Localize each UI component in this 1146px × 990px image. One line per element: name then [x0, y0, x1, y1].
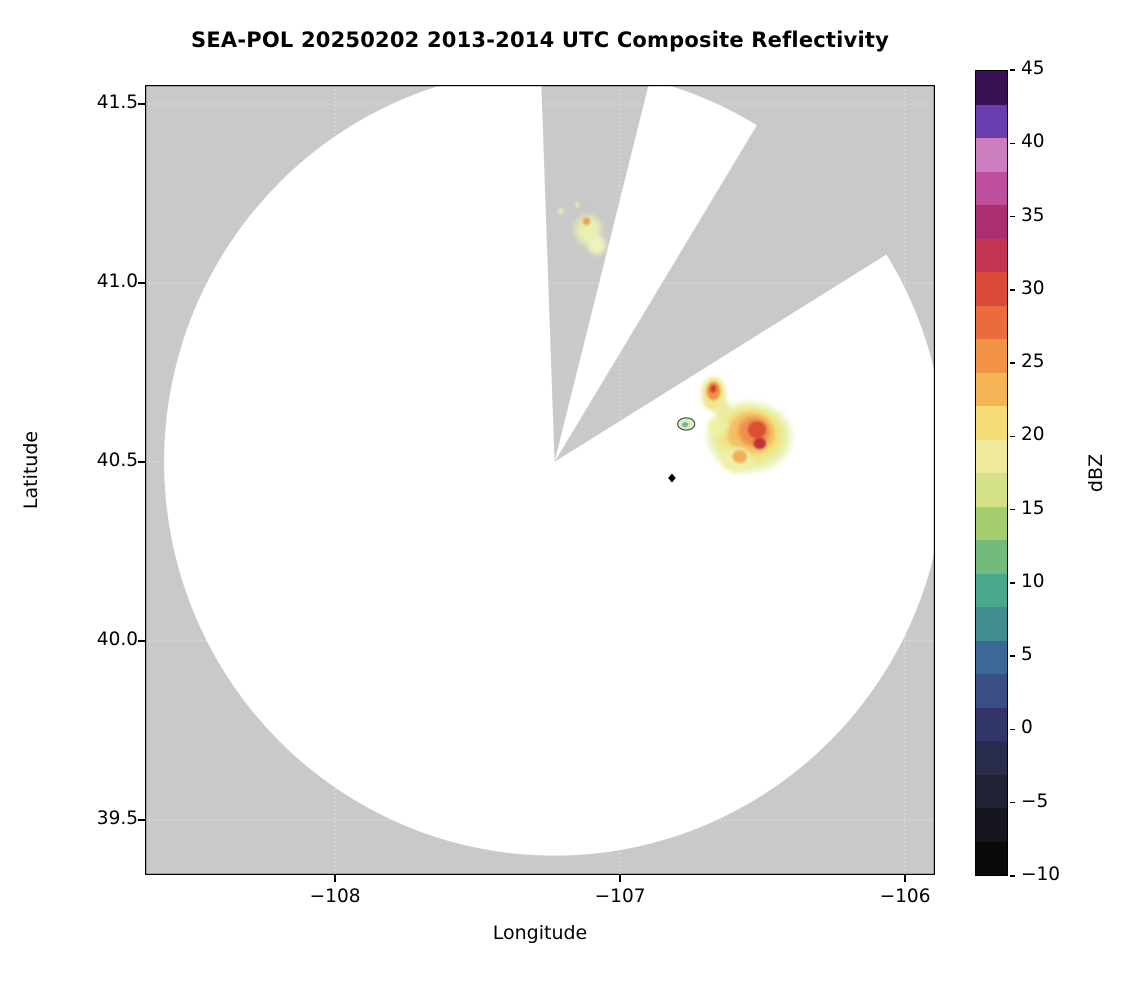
colorbar-band	[976, 573, 1007, 607]
colorbar-tick-label: 15	[1021, 497, 1045, 519]
colorbar-axis-label: dBZ	[1085, 453, 1107, 493]
echo-cell	[708, 417, 729, 436]
y-tick-mark	[138, 103, 145, 105]
y-tick-mark	[138, 461, 145, 463]
colorbar-tick-label: −10	[1021, 864, 1061, 885]
colorbar-tick-mark	[1010, 582, 1015, 584]
colorbar-band	[976, 774, 1007, 808]
colorbar-band	[976, 372, 1007, 406]
colorbar-tick-mark	[1010, 875, 1015, 877]
colorbar-band	[976, 741, 1007, 775]
colorbar-band	[976, 205, 1007, 239]
colorbar-band	[976, 808, 1007, 842]
colorbar-tick-mark	[1010, 289, 1015, 291]
colorbar-tick-label: 10	[1021, 570, 1045, 592]
colorbar-band	[976, 674, 1007, 708]
echo-cell	[710, 384, 717, 393]
colorbar-band	[976, 406, 1007, 440]
x-tick-label: −107	[594, 886, 646, 907]
y-tick-mark	[138, 640, 145, 642]
radar-site-marker	[668, 473, 676, 483]
echo-cell	[715, 399, 731, 421]
x-tick-label: −106	[879, 886, 931, 907]
colorbar-tick-mark	[1010, 362, 1015, 364]
y-tick-label: 41.5	[96, 91, 138, 113]
echo-cell	[557, 208, 564, 215]
y-axis-label: Latitude	[20, 430, 42, 510]
colorbar-band	[976, 339, 1007, 373]
colorbar-tick-label: 45	[1021, 58, 1045, 79]
colorbar-tick-mark	[1010, 435, 1015, 438]
colorbar-band	[976, 707, 1007, 741]
x-tick-mark	[334, 875, 336, 882]
echo-cell	[753, 437, 766, 450]
colorbar-band	[976, 238, 1007, 272]
colorbar-tick-mark	[1010, 215, 1015, 218]
y-tick-mark	[138, 282, 145, 284]
colorbar-band	[976, 607, 1007, 641]
colorbar-band	[976, 506, 1007, 540]
plot-border	[145, 85, 935, 875]
colorbar	[975, 70, 1008, 876]
colorbar-tick-label: 40	[1021, 131, 1045, 153]
colorbar-band	[976, 171, 1007, 205]
colorbar-band	[976, 272, 1007, 306]
radar-ppi-canvas	[145, 85, 935, 875]
y-tick-label: 40.5	[96, 449, 138, 471]
echo-cell	[747, 421, 766, 439]
colorbar-tick-label: 20	[1021, 424, 1045, 446]
colorbar-tick-mark	[1010, 801, 1015, 804]
colorbar-band	[976, 439, 1007, 473]
blocked-sector-2	[554, 85, 935, 462]
colorbar-tick-label: 25	[1021, 351, 1045, 373]
x-tick-label: −108	[309, 886, 361, 907]
colorbar-tick-mark	[1010, 728, 1015, 731]
radar-ppi-plot	[145, 85, 935, 875]
y-tick-label: 40.0	[96, 628, 138, 650]
colorbar-tick-label: 35	[1021, 204, 1045, 226]
echo-cell	[575, 202, 580, 208]
colorbar-band	[976, 71, 1007, 105]
colorbar-band	[976, 305, 1007, 339]
echo-cell	[681, 422, 689, 428]
colorbar-tick-label: −5	[1021, 790, 1049, 812]
colorbar-band	[976, 841, 1007, 875]
x-tick-mark	[619, 875, 621, 882]
echo-cell	[582, 217, 591, 226]
colorbar-tick-mark	[1010, 508, 1015, 511]
y-tick-label: 41.0	[96, 270, 138, 292]
chart-title: SEA-POL 20250202 2013-2014 UTC Composite…	[191, 28, 889, 52]
echo-cell	[587, 236, 606, 255]
y-tick-label: 39.5	[96, 807, 138, 829]
colorbar-tick-mark	[1010, 69, 1015, 71]
colorbar-tick-mark	[1010, 142, 1015, 145]
colorbar-band	[976, 138, 1007, 172]
colorbar-tick-label: 0	[1021, 717, 1033, 739]
echo-cell	[732, 450, 748, 463]
colorbar-band	[976, 104, 1007, 138]
x-axis-label: Longitude	[492, 922, 588, 944]
y-tick-mark	[138, 819, 145, 821]
colorbar-band	[976, 540, 1007, 574]
colorbar-tick-mark	[1010, 655, 1015, 657]
colorbar-tick-label: 5	[1021, 644, 1033, 666]
colorbar-tick-label: 30	[1021, 277, 1045, 299]
colorbar-band	[976, 473, 1007, 507]
blocked-sector-1	[541, 85, 649, 462]
colorbar-band	[976, 640, 1007, 674]
x-tick-mark	[904, 875, 906, 882]
